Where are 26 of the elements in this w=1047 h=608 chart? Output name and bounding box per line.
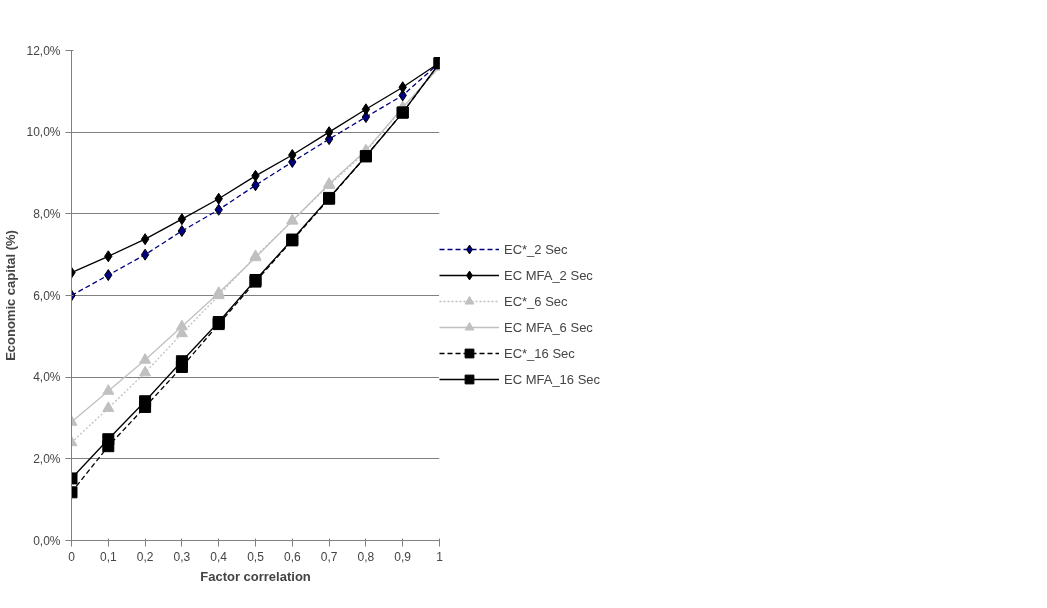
y-axis-title: Economic capital (%) <box>3 230 19 361</box>
x-tick-label: 0,5 <box>247 549 265 564</box>
x-tick-label: 0,6 <box>283 549 301 564</box>
y-tick-label: 12,0% <box>26 43 61 58</box>
legend-label: EC*_16 Sec <box>504 344 575 363</box>
x-tick-label: 0 <box>68 549 76 564</box>
x-tick-label: 0,3 <box>173 549 191 564</box>
x-tick-label: 0,2 <box>136 549 154 564</box>
y-tick-label: 2,0% <box>33 451 61 466</box>
y-tick-label: 6,0% <box>33 288 61 303</box>
x-tick-label: 0,1 <box>99 549 117 564</box>
x-tick-label: 1 <box>436 549 444 564</box>
y-tick-label: 4,0% <box>33 370 61 385</box>
legend-label: EC MFA_2 Sec <box>504 266 593 285</box>
y-tick-label: 10,0% <box>26 125 61 140</box>
x-tick-label: 0,9 <box>394 549 412 564</box>
y-tick-label: 0,0% <box>33 533 61 548</box>
legend-label: EC*_2 Sec <box>504 240 568 259</box>
legend-label: EC*_6 Sec <box>504 292 568 311</box>
x-axis-title: Factor correlation <box>200 568 311 584</box>
x-tick-label: 0,8 <box>357 549 375 564</box>
legend-label: EC MFA_6 Sec <box>504 318 593 337</box>
x-tick-label: 0,4 <box>210 549 228 564</box>
legend-label: EC MFA_16 Sec <box>504 370 601 389</box>
y-tick-label: 8,0% <box>33 206 61 221</box>
x-tick-label: 0,7 <box>320 549 338 564</box>
